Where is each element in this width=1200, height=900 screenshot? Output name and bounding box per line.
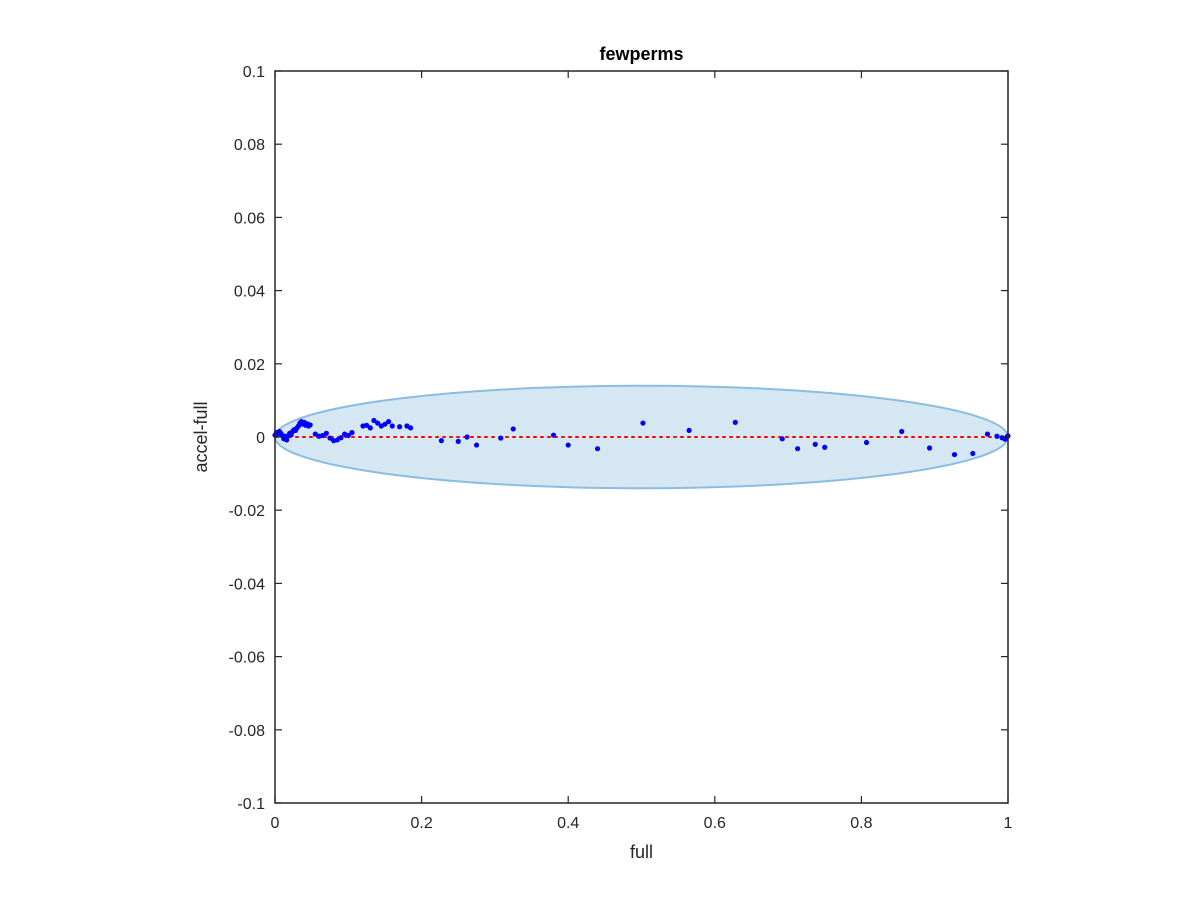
data-point bbox=[323, 430, 329, 436]
x-tick-label: 0.2 bbox=[410, 815, 432, 832]
data-point bbox=[822, 444, 828, 450]
data-point bbox=[389, 423, 395, 429]
y-tick-label: -0.08 bbox=[229, 723, 266, 740]
data-point bbox=[338, 435, 344, 441]
data-point bbox=[397, 424, 403, 430]
y-tick-label: -0.1 bbox=[237, 796, 265, 813]
data-point bbox=[863, 439, 870, 446]
data-point bbox=[732, 419, 738, 425]
data-point bbox=[473, 442, 480, 448]
data-point bbox=[375, 420, 381, 426]
axes: 0 0.2 0.4 0.6 0.8 1 0.1 0.08 0.06 0.04 0.02 0 -0.02 -… bbox=[229, 64, 1013, 832]
plot-area bbox=[272, 384, 1011, 490]
data-point bbox=[307, 422, 313, 428]
y-tick-label: 0.06 bbox=[234, 210, 265, 227]
x-tick-label: 0.4 bbox=[557, 815, 579, 832]
data-point bbox=[386, 419, 392, 425]
data-point bbox=[640, 420, 646, 426]
data-point bbox=[899, 428, 905, 435]
data-point bbox=[686, 427, 692, 434]
x-tick-label: 0.8 bbox=[850, 815, 872, 832]
y-tick-label: 0.04 bbox=[234, 284, 265, 301]
chart-title: fewperms bbox=[599, 44, 683, 64]
x-axis-label: full bbox=[630, 842, 653, 862]
data-point bbox=[345, 432, 351, 439]
data-point bbox=[364, 422, 370, 428]
data-point bbox=[349, 430, 355, 436]
y-tick-label: 0.08 bbox=[234, 137, 265, 154]
y-tick-label: -0.02 bbox=[229, 503, 266, 520]
data-point bbox=[970, 450, 976, 457]
x-tick-label: 1 bbox=[1004, 815, 1013, 832]
data-point bbox=[464, 434, 470, 440]
data-point bbox=[984, 431, 991, 437]
data-point bbox=[951, 451, 958, 458]
y-tick-label: -0.04 bbox=[229, 576, 266, 593]
data-point bbox=[795, 446, 801, 452]
x-tick-label: 0 bbox=[271, 815, 280, 832]
data-point bbox=[327, 435, 333, 441]
data-point bbox=[550, 432, 557, 438]
data-point bbox=[284, 437, 290, 443]
data-point bbox=[367, 425, 373, 431]
data-point bbox=[812, 441, 818, 447]
data-point bbox=[779, 436, 785, 442]
y-tick-label: 0.1 bbox=[243, 64, 265, 81]
y-tick-label: 0 bbox=[256, 430, 265, 447]
data-point bbox=[510, 426, 516, 432]
y-tick-label: -0.06 bbox=[229, 650, 266, 667]
data-point bbox=[455, 438, 461, 444]
y-axis-label: accel-full bbox=[191, 401, 211, 472]
data-point bbox=[498, 435, 504, 441]
data-point bbox=[565, 442, 571, 448]
data-point bbox=[408, 425, 414, 431]
data-point bbox=[382, 421, 388, 427]
data-point bbox=[438, 438, 444, 444]
data-point bbox=[371, 417, 377, 424]
data-point bbox=[594, 446, 601, 452]
y-tick-label: 0.02 bbox=[234, 357, 265, 374]
data-point bbox=[926, 445, 933, 451]
x-tick-label: 0.6 bbox=[704, 815, 726, 832]
data-point bbox=[994, 433, 1000, 439]
